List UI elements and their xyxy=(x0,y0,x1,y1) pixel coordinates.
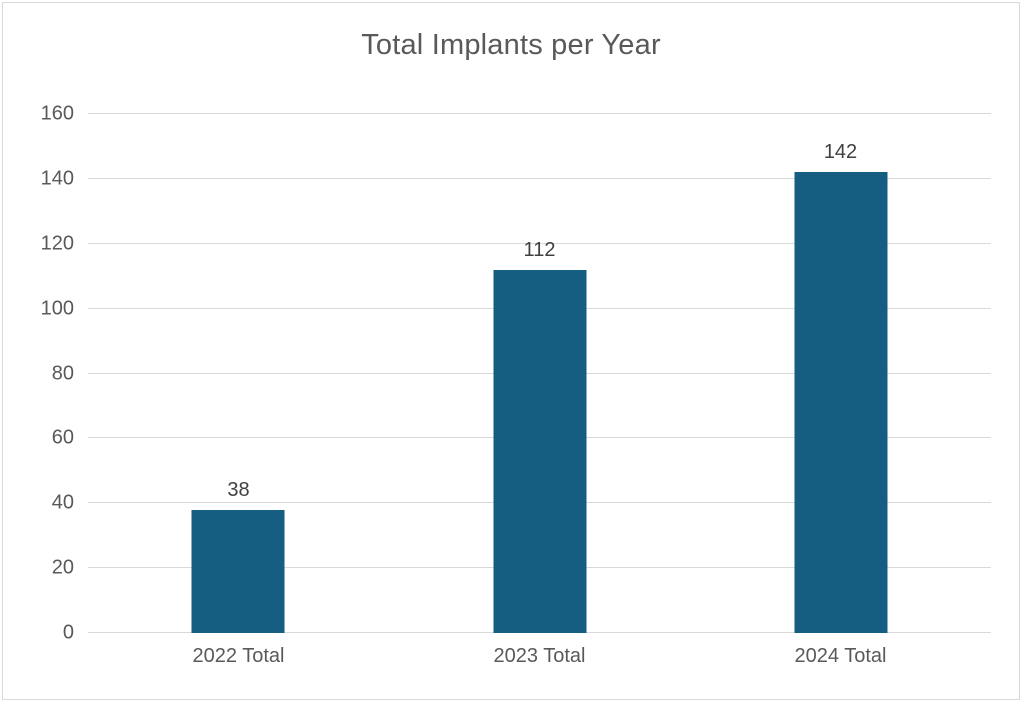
y-tick-label-140: 140 xyxy=(40,167,74,190)
bar-group-1: 38 2022 Total xyxy=(191,479,285,667)
y-tick-label-0: 0 xyxy=(62,621,74,644)
bar-group-2: 112 2023 Total xyxy=(493,239,586,667)
x-category-label: 2022 Total xyxy=(192,645,285,667)
gridline-y-160 xyxy=(88,113,991,114)
chart-title: Total Implants per Year xyxy=(361,29,661,61)
y-tick-label-20: 20 xyxy=(51,556,74,579)
gridline-y-140 xyxy=(88,177,991,179)
plot-area: 0 20 40 60 80 100 120 140 160 38 2022 Total 112 2023… xyxy=(41,103,991,667)
bar xyxy=(191,509,285,633)
bar-value-label: 112 xyxy=(523,238,556,261)
bar-group-3: 142 2024 Total xyxy=(794,141,887,667)
x-category-label: 2024 Total xyxy=(794,645,887,667)
y-tick-label-120: 120 xyxy=(40,232,74,255)
y-tick-label-100: 100 xyxy=(40,297,74,320)
bar-value-label: 142 xyxy=(823,141,858,164)
x-category-label: 2023 Total xyxy=(493,645,586,667)
y-tick-label-40: 40 xyxy=(51,491,74,514)
y-tick-label-160: 160 xyxy=(40,102,74,125)
gridline-y-120 xyxy=(88,242,991,244)
y-tick-label-80: 80 xyxy=(51,362,74,384)
bar-value-label: 38 xyxy=(227,478,250,501)
bar xyxy=(493,269,586,633)
y-tick-label-60: 60 xyxy=(51,426,74,449)
bar xyxy=(794,172,887,633)
